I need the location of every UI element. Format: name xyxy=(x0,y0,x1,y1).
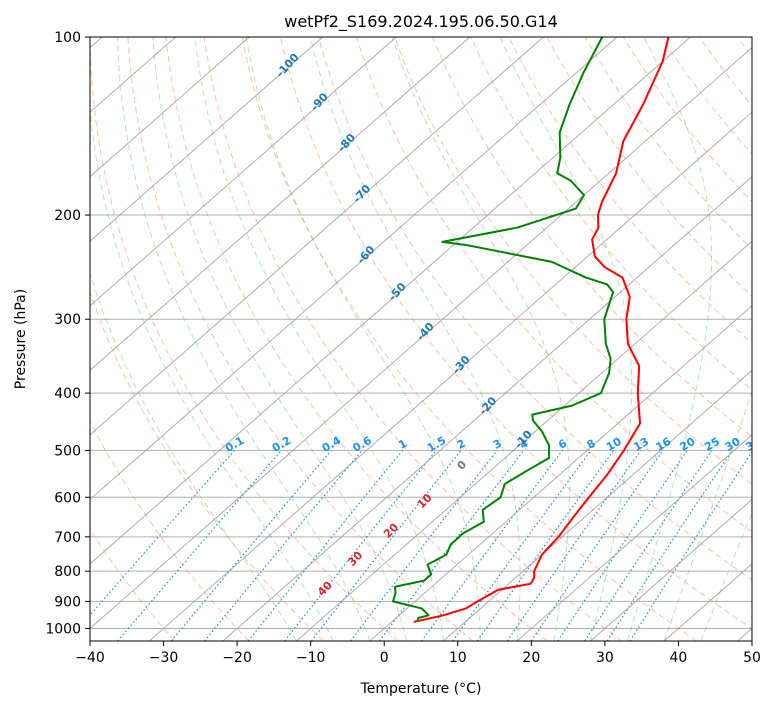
dry-adiabat xyxy=(127,37,474,641)
mixing-ratio-line xyxy=(584,450,713,641)
dry-adiabat xyxy=(90,290,324,641)
isotherm-gridline xyxy=(222,176,752,641)
y-tick-label: 500 xyxy=(54,443,81,459)
dry-adiabat xyxy=(165,37,548,641)
background-lines xyxy=(90,37,752,641)
x-tick-label: 30 xyxy=(596,650,614,666)
moist-adiabat xyxy=(309,37,521,641)
chart-title: wetPf2_S169.2024.195.06.50.G14 xyxy=(284,12,558,32)
mixing-ratio-line xyxy=(557,450,688,641)
isotherm-gridline xyxy=(90,37,471,371)
isotherm-gridline xyxy=(90,37,324,242)
mixing-ratio-line xyxy=(421,450,563,641)
mixing-ratio-line xyxy=(476,450,615,641)
moist-adiabat xyxy=(90,103,334,641)
mixing-ratio-label: 36 xyxy=(743,435,763,454)
isotherm-gridline xyxy=(296,240,752,641)
y-tick-label: 1000 xyxy=(45,621,81,637)
mixing-ratio-line xyxy=(530,450,664,641)
y-tick-label: 200 xyxy=(54,208,81,224)
data-series xyxy=(392,37,670,623)
moist-adiabat xyxy=(194,37,444,641)
mixing-ratio-line xyxy=(170,450,332,641)
moist-adiabat xyxy=(90,271,297,641)
plot-frame xyxy=(89,36,753,642)
mixing-ratio-line xyxy=(452,450,592,641)
x-tick-label: 0 xyxy=(380,650,389,666)
mixing-ratio-line xyxy=(606,450,733,641)
isotherm-gridline xyxy=(90,37,397,307)
x-axis-title: Temperature (°C) xyxy=(360,681,482,697)
y-tick-label: 600 xyxy=(54,490,81,506)
isotherm-gridline xyxy=(90,46,752,630)
mixing-ratio-line xyxy=(247,450,404,641)
y-tick-label: 300 xyxy=(54,312,81,328)
x-tick-label: −30 xyxy=(149,650,179,666)
x-tick-label: 10 xyxy=(449,650,467,666)
x-tick-label: 50 xyxy=(743,650,761,666)
y-tick-label: 700 xyxy=(54,530,81,546)
dry-adiabat xyxy=(279,37,752,630)
isotherm-gridline xyxy=(369,305,752,641)
x-tick-label: 40 xyxy=(670,650,688,666)
y-tick-label: 100 xyxy=(54,30,81,46)
x-tick-label: 20 xyxy=(522,650,540,666)
moist-adiabat xyxy=(626,37,713,641)
dry-adiabat xyxy=(356,37,752,533)
y-tick-label: 400 xyxy=(54,386,81,402)
x-tick-label: −20 xyxy=(222,650,252,666)
isotherm-gridline xyxy=(90,37,250,178)
isotherm-gridline xyxy=(590,498,752,641)
dewpoint-profile-line xyxy=(392,37,615,623)
isotherm-gridline xyxy=(90,37,618,501)
isotherm-gridline xyxy=(516,434,752,641)
isotherm-gridline xyxy=(148,111,752,641)
y-tick-label: 900 xyxy=(54,594,81,610)
dry-adiabat xyxy=(90,528,175,641)
moist-adiabat xyxy=(499,37,633,641)
mixing-ratio-line xyxy=(284,450,437,641)
y-axis: 100 200 300 400 500 600 700 800 900 1000 xyxy=(45,30,90,637)
y-tick-label: 800 xyxy=(54,564,81,580)
moist-adiabat xyxy=(245,37,481,641)
mixing-ratio-line xyxy=(350,450,498,641)
y-axis-title: Pressure (hPa) xyxy=(13,289,29,389)
moist-adiabat xyxy=(391,37,570,641)
moist-adiabat xyxy=(663,389,752,641)
x-tick-label: −10 xyxy=(296,650,326,666)
mixing-ratio-line xyxy=(204,450,363,641)
mixing-ratio-line xyxy=(506,450,642,641)
x-axis: −40 −30 −20 −10 0 10 20 30 40 50 xyxy=(75,641,761,666)
moist-adiabat xyxy=(700,511,752,641)
isotherm-gridline xyxy=(90,37,691,565)
moist-adiabat xyxy=(117,37,371,641)
temperature-profile-line xyxy=(413,37,670,623)
x-tick-label: −40 xyxy=(75,650,105,666)
isotherm-gridline xyxy=(443,369,752,641)
isotherm-gridline xyxy=(90,37,544,436)
